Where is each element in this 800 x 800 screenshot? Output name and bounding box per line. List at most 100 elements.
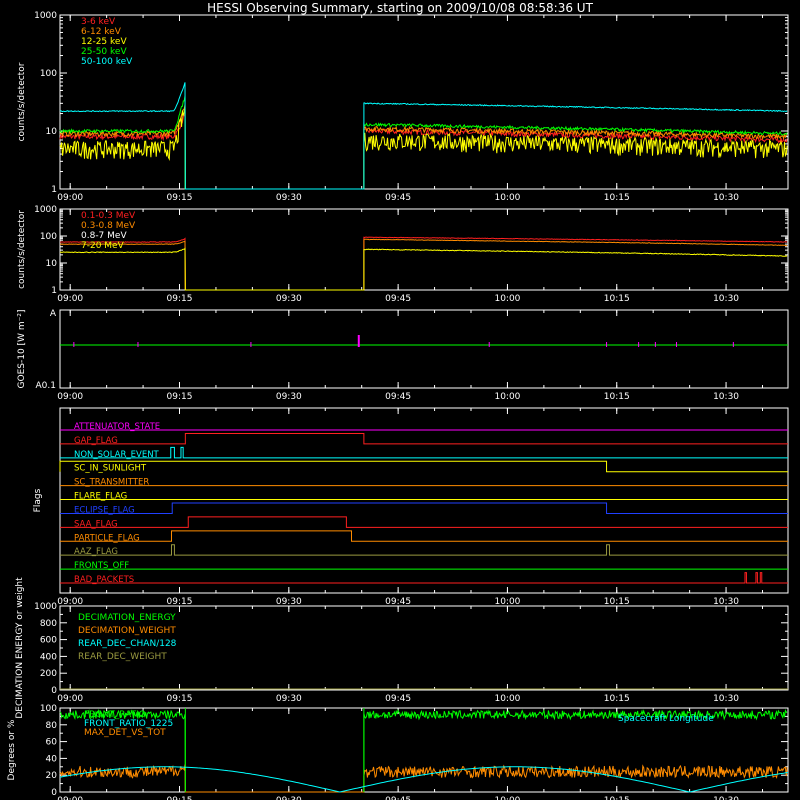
panels: 09:00 09:15 09:30 09:45 10:00 10:15 10:30 count…	[7, 11, 789, 800]
time-tick-label: 09:45	[385, 193, 411, 203]
page-title: HESSI Observing Summary, starting on 200…	[207, 1, 593, 15]
y-tick-label: 0	[51, 788, 57, 798]
time-tick-label: 10:30	[713, 597, 739, 607]
panel-fronts-ratio: 09:00 09:15 09:30 09:45 10:00 10:15 10:30 Degre…	[7, 704, 789, 800]
y-tick-label: 200	[40, 669, 57, 679]
time-tick-label: 09:30	[276, 392, 302, 402]
y-tick-label: 1000	[34, 11, 57, 21]
panel-decimation: 09:00 09:15 09:30 09:45 10:00 10:15 10:30 DECIM…	[15, 577, 789, 719]
y-tick-label: 100	[40, 69, 57, 79]
y-axis-label: Flags	[33, 488, 43, 512]
y-tick-label: 100	[40, 232, 57, 242]
time-tick-label: 09:30	[276, 193, 302, 203]
time-tick-label: 09:45	[385, 597, 411, 607]
panel-goes-flux: 09:00 09:15 09:30 09:45 10:00 10:15 10:30 GOES-…	[17, 309, 789, 402]
time-tick-label: 09:15	[167, 694, 193, 704]
longitude-curve	[59, 766, 789, 793]
flag-trace-bad-packets	[60, 572, 788, 584]
time-tick-label: 09:45	[385, 796, 411, 800]
time-tick-label: 10:15	[604, 796, 630, 800]
time-tick-label: 10:30	[713, 694, 739, 704]
time-tick-label: 10:00	[494, 597, 520, 607]
legend-entry: 7-20 MeV	[81, 241, 125, 251]
flag-label: FRONTS_OFF	[74, 561, 129, 571]
panel-frame	[59, 309, 789, 389]
y-tick-label: 10	[46, 127, 58, 137]
flag-trace-eclipse-flag	[60, 502, 788, 514]
time-tick-label: 10:15	[604, 597, 630, 607]
flag-label: BAD_PACKETS	[74, 575, 134, 585]
legend-entry: 12-25 keV	[81, 37, 127, 47]
time-tick-label: 09:00	[57, 796, 83, 800]
y-tick-label: A	[50, 309, 57, 319]
time-tick-label: 09:30	[276, 796, 302, 800]
series-front-ratio	[59, 708, 788, 793]
legend-entry: FRONT_RATIO	[84, 710, 146, 720]
y-axis-label: DECIMATION ENERGY or weight	[15, 577, 25, 719]
time-tick-label: 09:15	[167, 392, 193, 402]
time-tick-label: 09:30	[276, 294, 302, 304]
y-tick-label: 100	[40, 704, 57, 714]
flag-label: GAP_FLAG	[74, 436, 118, 446]
flag-label: SC_TRANSMITTER	[74, 478, 149, 488]
time-tick-label: 09:15	[167, 193, 193, 203]
y-tick-label: 1	[51, 286, 57, 296]
flag-label: SAA_FLAG	[74, 519, 118, 529]
y-axis-label: counts/s/detector	[17, 62, 27, 141]
flag-label: ATTENUATOR_STATE	[74, 422, 160, 432]
flag-trace-particle-flag	[60, 530, 788, 542]
series-3-6-keV	[59, 112, 788, 190]
curve-annotation: Spacecraft Longitude	[618, 714, 714, 724]
time-tick-label: 09:30	[276, 694, 302, 704]
time-tick-label: 10:30	[713, 193, 739, 203]
time-tick-label: 09:00	[57, 694, 83, 704]
time-tick-label: 10:15	[604, 392, 630, 402]
y-tick-label: 10	[46, 259, 58, 269]
legend-entry: REAR_DEC_CHAN/128	[78, 639, 177, 649]
series-25-50-keV	[59, 96, 788, 190]
legend-entry: 50-100 keV	[81, 57, 133, 67]
time-tick-label: 10:30	[713, 294, 739, 304]
series-0-1-0-3-MeV	[59, 236, 788, 291]
time-tick-label: 09:45	[385, 294, 411, 304]
flag-trace-gap-flag	[60, 432, 788, 445]
y-tick-label: 40	[46, 754, 58, 764]
flag-label: ECLIPSE_FLAG	[74, 505, 135, 515]
time-tick-label: 10:00	[494, 294, 520, 304]
time-tick-label: 10:15	[604, 193, 630, 203]
series-max-det-vs-tot	[59, 764, 788, 793]
series-7-20-MeV	[59, 247, 788, 291]
panel-low-energy-rates: 09:00 09:15 09:30 09:45 10:00 10:15 10:30 count…	[17, 11, 789, 203]
flag-trace-sc-in-sunlight	[59, 460, 788, 473]
legend-entry: 0.3-0.8 MeV	[81, 221, 136, 231]
legend-entry: 6-12 keV	[81, 27, 122, 37]
time-tick-label: 10:00	[494, 193, 520, 203]
flag-trace-aaz-flag	[60, 544, 788, 556]
time-tick-label: 10:30	[713, 392, 739, 402]
series-0-3-0-8-MeV	[59, 238, 788, 291]
series-50-100-keV	[59, 82, 788, 190]
y-tick-label: 600	[40, 636, 57, 646]
flag-label: PARTICLE_FLAG	[74, 533, 140, 543]
y-tick-label: 60	[46, 738, 58, 748]
y-tick-label: 1000	[34, 205, 57, 215]
time-tick-label: 10:30	[713, 796, 739, 800]
time-tick-label: 09:00	[57, 193, 83, 203]
time-tick-label: 10:15	[604, 694, 630, 704]
y-tick-label: 20	[46, 771, 58, 781]
legend-entry: 25-50 keV	[81, 47, 127, 57]
y-tick-label: 80	[46, 721, 58, 731]
flag-label: SC_IN_SUNLIGHT	[74, 464, 147, 474]
legend-entry: FRONT_RATIO_1225	[84, 719, 173, 729]
legend-entry: REAR_DEC_WEIGHT	[78, 652, 167, 662]
y-axis-label: GOES-10 [W m⁻²]	[17, 310, 27, 389]
time-tick-label: 09:00	[57, 392, 83, 402]
y-tick-label: A0.1	[36, 381, 56, 391]
panel-frame	[59, 407, 789, 594]
time-tick-label: 09:00	[57, 294, 83, 304]
y-tick-label: 400	[40, 652, 57, 662]
time-tick-label: 09:15	[167, 796, 193, 800]
y-axis-label: Degrees or %	[7, 719, 17, 780]
y-tick-label: 1000	[34, 602, 57, 612]
